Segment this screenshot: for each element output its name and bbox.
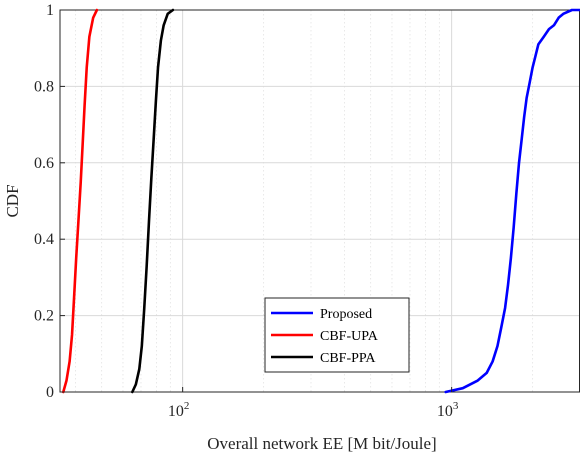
y-tick-label: 0.8	[34, 78, 54, 95]
series-line-cbf-upa	[61, 8, 99, 394]
legend: Proposed CBF-UPA CBF-PPA	[264, 297, 410, 373]
x-tick-exponent: 2	[184, 400, 190, 412]
y-tick-label: 0.2	[34, 308, 54, 325]
y-tick-label: 0	[46, 384, 54, 401]
series-line-proposed	[444, 8, 580, 394]
series-line-cbf-ppa	[131, 8, 175, 394]
y-tick-label: 0.4	[34, 231, 54, 248]
series-layer	[61, 8, 580, 394]
x-tick-label: 102	[168, 400, 190, 420]
legend-label: CBF-PPA	[320, 351, 376, 366]
legend-label: Proposed	[320, 307, 372, 322]
x-tick-label: 103	[437, 400, 459, 420]
y-axis-label: CDF	[3, 184, 22, 217]
x-tick-exponent: 3	[453, 400, 459, 412]
legend-label: CBF-UPA	[320, 329, 379, 344]
y-tick-label: 1	[46, 2, 54, 19]
x-tick-base: 10	[437, 403, 453, 420]
x-tick-base: 10	[168, 403, 184, 420]
y-tick-label: 0.6	[34, 155, 54, 172]
x-axis-label: Overall network EE [M bit/Joule]	[207, 434, 436, 453]
